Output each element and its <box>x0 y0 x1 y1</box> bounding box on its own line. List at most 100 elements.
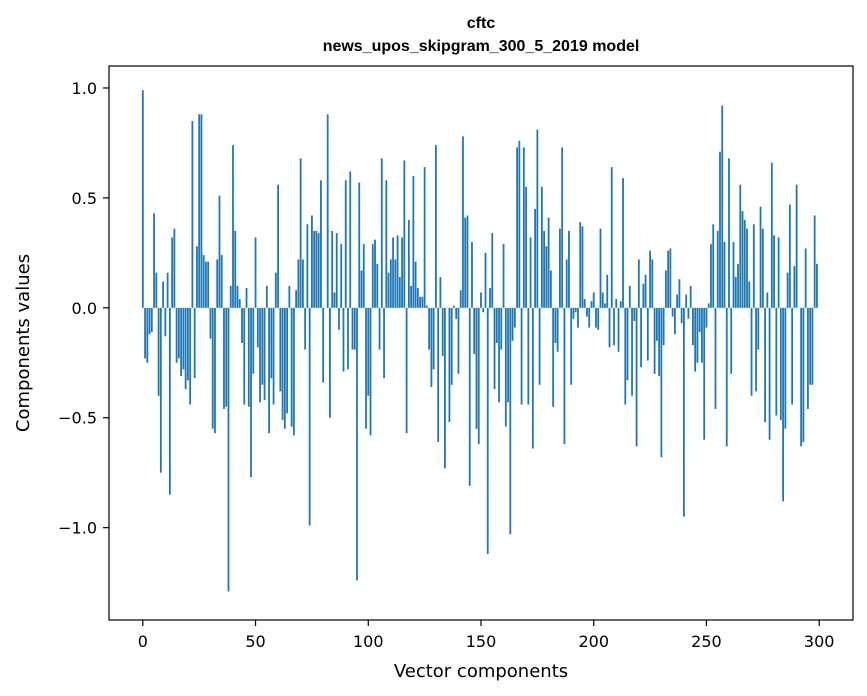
bar-157 <box>495 307 498 343</box>
bar-34 <box>218 195 221 308</box>
bar-41 <box>234 230 237 308</box>
bar-249 <box>703 307 706 440</box>
bar-271 <box>752 224 755 308</box>
bar-203 <box>599 228 602 308</box>
bar-88 <box>340 244 343 308</box>
bar-272 <box>755 307 757 392</box>
bar-19 <box>184 307 187 390</box>
bar-94 <box>353 307 356 350</box>
bar-89 <box>342 307 345 372</box>
bar-73 <box>306 224 309 308</box>
bar-160 <box>502 244 505 308</box>
bar-282 <box>777 237 780 308</box>
bar-69 <box>297 259 300 308</box>
bar-283 <box>779 307 782 420</box>
bar-6 <box>155 272 158 308</box>
bar-234 <box>669 248 672 308</box>
bar-40 <box>232 145 234 308</box>
bar-2 <box>146 307 149 363</box>
bar-149 <box>477 307 480 445</box>
bar-111 <box>392 237 394 308</box>
bar-61 <box>279 307 282 392</box>
bar-263 <box>734 277 737 308</box>
bar-17 <box>180 307 183 376</box>
bar-110 <box>389 259 392 308</box>
bar-267 <box>743 219 746 308</box>
bar-152 <box>484 252 487 308</box>
bar-163 <box>509 307 512 535</box>
bar-244 <box>692 307 694 346</box>
bar-273 <box>757 307 760 350</box>
bar-134 <box>444 307 446 469</box>
bar-216 <box>628 285 631 308</box>
y-tick-label-0.5: 0.5 <box>72 189 97 208</box>
bar-67 <box>292 307 295 436</box>
bar-153 <box>486 307 489 555</box>
chart-subtitle: news_upos_skipgram_300_5_2019 model <box>323 38 640 55</box>
bars <box>141 90 818 592</box>
plot-frame <box>108 65 854 621</box>
bar-161 <box>504 307 507 427</box>
bar-231 <box>662 307 665 346</box>
bar-128 <box>430 307 433 387</box>
bar-225 <box>649 250 651 308</box>
y-tick-label-0: 0.0 <box>72 299 97 318</box>
bar-1 <box>144 307 146 359</box>
bar-166 <box>516 147 518 308</box>
bar-179 <box>545 246 548 308</box>
bar-36 <box>223 307 225 409</box>
bar-228 <box>655 307 658 341</box>
bar-258 <box>723 241 726 308</box>
bar-223 <box>644 274 647 308</box>
bar-218 <box>633 307 636 322</box>
bar-299 <box>816 263 818 308</box>
bar-106 <box>380 158 383 308</box>
bar-189 <box>568 230 570 308</box>
bar-115 <box>401 237 403 308</box>
bar-195 <box>581 226 584 308</box>
bar-14 <box>173 228 176 308</box>
bar-233 <box>667 250 670 308</box>
bar-260 <box>728 158 730 308</box>
bar-175 <box>536 129 539 308</box>
bar-190 <box>570 307 573 385</box>
bar-248 <box>701 307 703 363</box>
bar-62 <box>281 307 284 420</box>
bar-122 <box>416 288 419 308</box>
bar-60 <box>277 184 279 308</box>
bar-185 <box>559 228 561 308</box>
bar-184 <box>556 307 559 352</box>
bar-114 <box>398 277 401 308</box>
bar-173 <box>531 307 534 449</box>
x-tick-label-300: 300 <box>804 632 835 651</box>
bar-266 <box>741 211 744 308</box>
bar-236 <box>673 307 676 335</box>
bar-51 <box>256 307 259 348</box>
bar-151 <box>482 307 485 313</box>
bar-242 <box>687 307 690 319</box>
bar-156 <box>493 307 496 390</box>
bar-270 <box>750 307 753 396</box>
bar-90 <box>344 180 347 308</box>
bar-251 <box>707 303 710 308</box>
bar-188 <box>565 259 568 308</box>
bar-279 <box>770 162 773 308</box>
bar-169 <box>522 147 525 308</box>
bar-53 <box>261 307 264 385</box>
bar-0 <box>141 90 144 308</box>
bar-99 <box>365 307 367 429</box>
bar-162 <box>507 307 509 403</box>
bar-192 <box>574 307 577 313</box>
y-tick-label--0.5: −0.5 <box>58 409 97 428</box>
bar-64 <box>286 307 289 414</box>
bar-119 <box>410 285 413 308</box>
bar-25 <box>198 114 201 308</box>
bar-285 <box>784 307 787 429</box>
bar-141 <box>459 290 462 308</box>
bar-35 <box>220 255 223 308</box>
bar-265 <box>739 184 742 308</box>
bar-206 <box>606 274 609 308</box>
bar-118 <box>407 219 410 308</box>
bar-243 <box>689 285 692 308</box>
chart-title: cftc <box>467 15 496 32</box>
